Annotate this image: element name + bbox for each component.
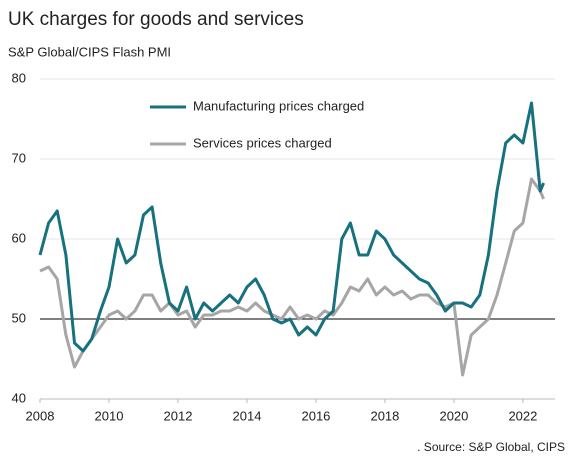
x-tick-label: 2022 (508, 408, 537, 423)
series-line (39, 177, 545, 377)
x-tick-label: 2020 (439, 408, 468, 423)
y-tick-label: 50 (12, 310, 26, 325)
x-tick-label: 2014 (233, 408, 262, 423)
x-tick-label: 2010 (95, 408, 124, 423)
source: . Source: S&P Global, CIPS (417, 440, 565, 454)
y-tick-label: 70 (12, 150, 26, 165)
series-line (38, 101, 545, 353)
legend-label: Manufacturing prices charged (193, 98, 364, 113)
chart-title: UK charges for goods and services (8, 9, 304, 30)
x-tick-label: 2016 (301, 408, 330, 423)
x-tick-label: 2008 (26, 408, 55, 423)
y-tick-label: 40 (12, 390, 26, 405)
y-tick-label: 60 (12, 230, 26, 245)
x-tick-label: 2018 (370, 408, 399, 423)
legend-label: Services prices charged (193, 135, 332, 150)
x-tick-label: 2012 (164, 408, 193, 423)
y-tick-label: 80 (12, 70, 26, 85)
chart-subtitle: S&P Global/CIPS Flash PMI (8, 44, 171, 59)
